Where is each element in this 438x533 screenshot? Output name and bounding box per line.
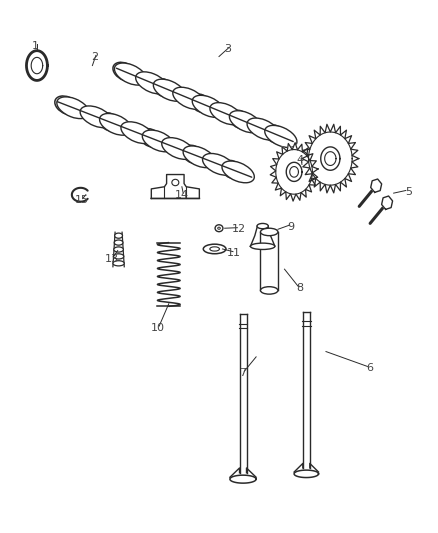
Text: 13: 13 <box>105 254 119 263</box>
Text: 15: 15 <box>74 195 88 205</box>
Ellipse shape <box>210 103 242 125</box>
Ellipse shape <box>136 72 168 94</box>
Text: 8: 8 <box>296 283 304 293</box>
Text: 5: 5 <box>406 187 413 197</box>
Text: 11: 11 <box>227 248 241 258</box>
Polygon shape <box>303 312 310 468</box>
Ellipse shape <box>99 114 132 135</box>
Ellipse shape <box>215 225 223 232</box>
Ellipse shape <box>138 128 163 148</box>
Ellipse shape <box>189 94 214 113</box>
Ellipse shape <box>181 145 206 164</box>
Ellipse shape <box>80 106 113 128</box>
Text: 10: 10 <box>151 322 165 333</box>
Ellipse shape <box>114 63 147 85</box>
Ellipse shape <box>202 154 235 175</box>
Ellipse shape <box>162 138 194 159</box>
Text: 14: 14 <box>175 190 189 200</box>
Ellipse shape <box>114 247 124 252</box>
Text: 12: 12 <box>232 224 246 235</box>
Text: 3: 3 <box>224 44 231 53</box>
Ellipse shape <box>228 110 252 129</box>
Text: 2: 2 <box>91 52 98 61</box>
Ellipse shape <box>263 125 288 144</box>
Ellipse shape <box>115 233 123 238</box>
Ellipse shape <box>142 130 175 152</box>
Polygon shape <box>325 152 336 165</box>
Ellipse shape <box>152 78 177 98</box>
Ellipse shape <box>257 223 268 229</box>
Polygon shape <box>294 470 318 478</box>
Polygon shape <box>302 124 359 193</box>
Ellipse shape <box>113 261 124 266</box>
Ellipse shape <box>251 243 275 249</box>
Ellipse shape <box>265 125 297 148</box>
Polygon shape <box>371 179 381 192</box>
Ellipse shape <box>153 79 186 101</box>
Polygon shape <box>230 475 256 483</box>
Text: 7: 7 <box>240 368 247 378</box>
Polygon shape <box>251 226 275 246</box>
Ellipse shape <box>173 87 205 109</box>
Ellipse shape <box>113 254 124 259</box>
Ellipse shape <box>121 122 153 143</box>
Polygon shape <box>151 174 199 198</box>
Ellipse shape <box>55 96 80 115</box>
Text: 4: 4 <box>296 155 304 165</box>
Polygon shape <box>321 147 340 170</box>
Polygon shape <box>381 196 392 209</box>
Ellipse shape <box>172 179 179 185</box>
Text: 6: 6 <box>366 362 373 373</box>
Ellipse shape <box>113 62 138 82</box>
Polygon shape <box>240 314 247 473</box>
Polygon shape <box>294 463 318 472</box>
Ellipse shape <box>203 244 226 254</box>
Ellipse shape <box>261 287 278 294</box>
Polygon shape <box>230 468 256 477</box>
Polygon shape <box>286 163 302 181</box>
Polygon shape <box>261 232 278 290</box>
Ellipse shape <box>183 146 215 168</box>
Ellipse shape <box>220 160 245 179</box>
Ellipse shape <box>230 111 261 133</box>
Polygon shape <box>270 143 318 201</box>
Text: 1: 1 <box>32 41 39 51</box>
Polygon shape <box>290 166 298 177</box>
Ellipse shape <box>98 112 122 132</box>
Ellipse shape <box>114 240 123 245</box>
Text: 9: 9 <box>287 222 295 232</box>
Ellipse shape <box>222 161 254 183</box>
Ellipse shape <box>247 118 279 140</box>
Ellipse shape <box>210 247 219 251</box>
Ellipse shape <box>57 97 89 119</box>
Ellipse shape <box>192 95 224 117</box>
Ellipse shape <box>261 228 278 236</box>
